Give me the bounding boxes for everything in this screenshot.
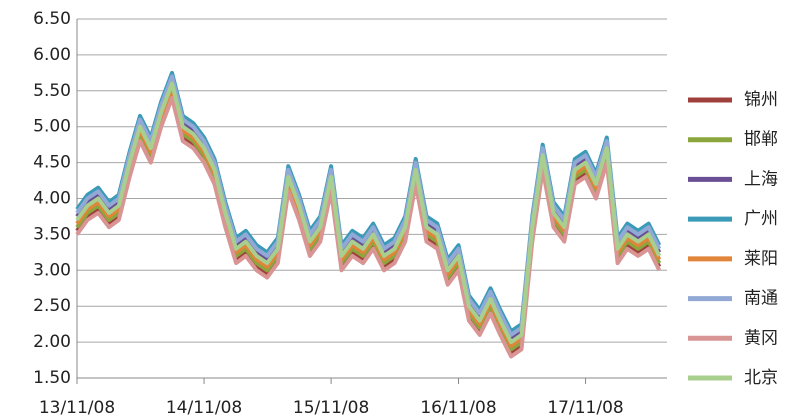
y-tick-label: 6.50 bbox=[33, 9, 71, 29]
series-line bbox=[75, 92, 662, 355]
y-tick-label: 5.50 bbox=[33, 81, 71, 101]
x-tick-label: 16/11/08 bbox=[420, 398, 496, 418]
y-tick-label: 3.00 bbox=[33, 260, 71, 280]
x-tick-label: 14/11/08 bbox=[166, 398, 242, 418]
y-tick-label: 3.50 bbox=[33, 224, 71, 244]
y-tick-label: 1.50 bbox=[33, 368, 71, 388]
legend-label: 莱阳 bbox=[744, 249, 778, 269]
y-tick-label: 4.00 bbox=[33, 189, 71, 209]
legend-label: 北京 bbox=[744, 368, 778, 388]
x-tick-label: 17/11/08 bbox=[547, 398, 623, 418]
legend-label: 黄冈 bbox=[744, 328, 778, 348]
y-tick-label: 2.00 bbox=[33, 332, 71, 352]
series-line bbox=[75, 96, 662, 359]
y-tick-label: 6.00 bbox=[33, 45, 71, 65]
legend-label: 锦州 bbox=[744, 90, 778, 110]
y-tick-label: 5.00 bbox=[33, 117, 71, 137]
series-line bbox=[75, 88, 662, 352]
legend-label: 邯郸 bbox=[744, 130, 778, 150]
x-tick-label: 15/11/08 bbox=[293, 398, 369, 418]
y-tick-label: 2.50 bbox=[33, 296, 71, 316]
legend-label: 广州 bbox=[744, 209, 778, 229]
y-tick-label: 4.50 bbox=[33, 153, 71, 173]
legend-label: 南通 bbox=[744, 289, 778, 309]
x-tick-label: 13/11/08 bbox=[39, 398, 115, 418]
legend-label: 上海 bbox=[744, 169, 778, 189]
series-line bbox=[75, 85, 662, 348]
series-line bbox=[75, 81, 662, 345]
